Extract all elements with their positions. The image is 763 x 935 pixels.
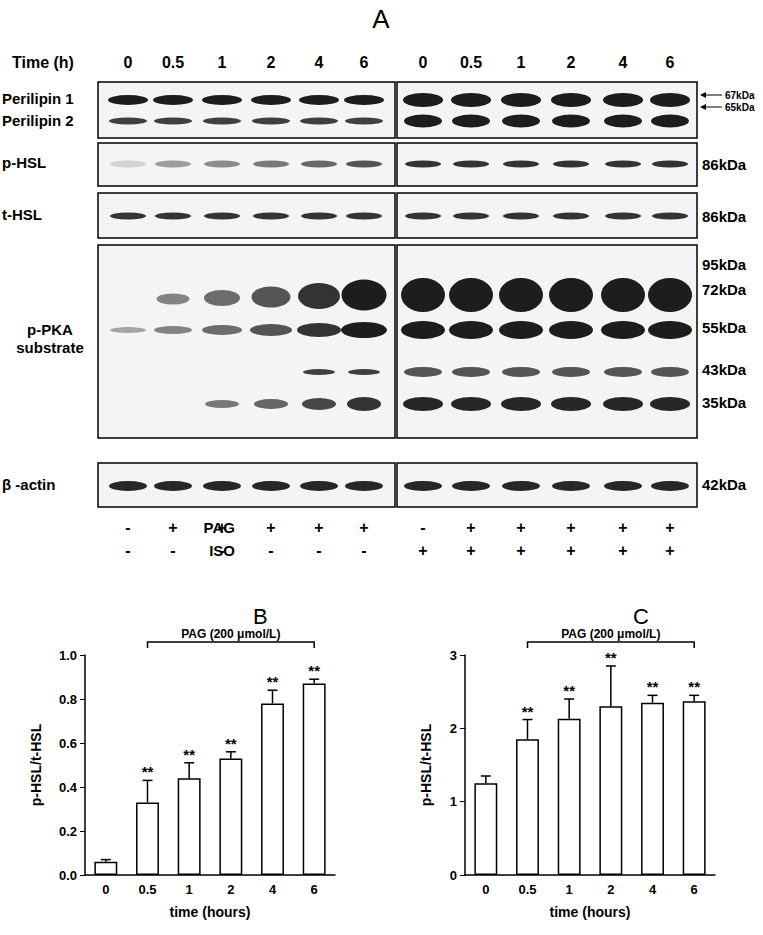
svg-text:**: ** [308, 662, 320, 679]
svg-text:**: ** [605, 649, 617, 666]
svg-text:2: 2 [607, 882, 614, 897]
svg-text:t-HSL: t-HSL [2, 206, 42, 223]
svg-text:+: + [418, 542, 427, 559]
svg-text:95kDa: 95kDa [702, 256, 747, 273]
svg-text:-: - [170, 542, 175, 559]
svg-text:time (hours): time (hours) [170, 904, 251, 920]
svg-text:+: + [359, 519, 368, 536]
svg-text:0: 0 [102, 882, 109, 897]
svg-text:67kDa: 67kDa [725, 90, 755, 101]
svg-text:PAG: PAG [204, 519, 235, 536]
svg-text:C: C [633, 604, 649, 629]
svg-text:42kDa: 42kDa [702, 476, 747, 493]
svg-text:0.5: 0.5 [460, 54, 482, 71]
svg-text:72kDa: 72kDa [702, 281, 747, 298]
svg-text:time (hours): time (hours) [550, 904, 631, 920]
svg-text:PAG (200 μmol/L): PAG (200 μmol/L) [561, 627, 660, 641]
svg-text:**: ** [688, 678, 700, 695]
svg-text:+: + [618, 542, 627, 559]
svg-text:p-HSL/t-HSL: p-HSL/t-HSL [28, 723, 44, 806]
svg-text:35kDa: 35kDa [702, 394, 747, 411]
svg-text:3: 3 [450, 648, 457, 663]
svg-text:-: - [268, 542, 273, 559]
svg-text:**: ** [522, 703, 534, 720]
svg-text:43kDa: 43kDa [702, 361, 747, 378]
svg-text:-: - [316, 542, 321, 559]
svg-text:1: 1 [517, 54, 526, 71]
svg-text:substrate: substrate [16, 339, 84, 356]
svg-text:65kDa: 65kDa [725, 102, 755, 113]
svg-text:β -actin: β -actin [2, 476, 55, 493]
svg-text:+: + [516, 542, 525, 559]
svg-text:Perilipin 2: Perilipin 2 [2, 112, 74, 129]
svg-text:6: 6 [691, 882, 698, 897]
svg-text:p-PKA: p-PKA [27, 321, 73, 338]
svg-text:+: + [168, 519, 177, 536]
svg-text:0.2: 0.2 [59, 824, 77, 839]
svg-text:+: + [566, 519, 575, 536]
svg-text:2: 2 [450, 721, 457, 736]
svg-text:-: - [420, 519, 425, 536]
svg-text:+: + [217, 519, 226, 536]
svg-text:1: 1 [566, 882, 573, 897]
svg-text:-: - [219, 542, 224, 559]
svg-text:ISO: ISO [209, 542, 235, 559]
svg-text:p-HSL/t-HSL: p-HSL/t-HSL [418, 723, 434, 806]
svg-text:55kDa: 55kDa [702, 319, 747, 336]
svg-text:**: ** [225, 735, 237, 752]
svg-text:1: 1 [186, 882, 193, 897]
svg-text:2: 2 [227, 882, 234, 897]
svg-text:2: 2 [267, 54, 276, 71]
svg-text:0: 0 [482, 882, 489, 897]
svg-text:1: 1 [218, 54, 227, 71]
svg-text:4: 4 [269, 882, 277, 897]
svg-text:0.5: 0.5 [138, 882, 156, 897]
svg-text:0.5: 0.5 [162, 54, 184, 71]
svg-text:0.6: 0.6 [59, 736, 77, 751]
svg-text:0.0: 0.0 [59, 868, 77, 883]
svg-text:4: 4 [649, 882, 657, 897]
svg-text:**: ** [563, 682, 575, 699]
svg-text:**: ** [267, 673, 279, 690]
svg-text:-: - [125, 519, 130, 536]
svg-text:1: 1 [450, 794, 457, 809]
svg-text:B: B [253, 604, 268, 629]
svg-text:PAG (200 μmol/L): PAG (200 μmol/L) [181, 627, 280, 641]
svg-text:0.8: 0.8 [59, 692, 77, 707]
svg-text:4: 4 [619, 54, 628, 71]
svg-text:p-HSL: p-HSL [2, 154, 46, 171]
svg-text:0.5: 0.5 [518, 882, 536, 897]
svg-text:+: + [466, 519, 475, 536]
svg-text:-: - [361, 542, 366, 559]
svg-text:A: A [372, 4, 390, 34]
svg-text:**: ** [142, 763, 154, 780]
svg-text:+: + [618, 519, 627, 536]
svg-text:Time (h): Time (h) [12, 54, 74, 71]
svg-text:+: + [516, 519, 525, 536]
svg-text:+: + [266, 519, 275, 536]
svg-text:**: ** [647, 678, 659, 695]
svg-text:+: + [314, 519, 323, 536]
svg-text:1.0: 1.0 [59, 648, 77, 663]
svg-text:+: + [665, 519, 674, 536]
svg-text:0.4: 0.4 [59, 780, 78, 795]
svg-text:+: + [665, 542, 674, 559]
svg-text:Perilipin 1: Perilipin 1 [2, 90, 74, 107]
svg-text:+: + [466, 542, 475, 559]
svg-text:+: + [566, 542, 575, 559]
svg-text:0: 0 [450, 868, 457, 883]
svg-text:4: 4 [315, 54, 324, 71]
svg-text:6: 6 [666, 54, 675, 71]
svg-text:2: 2 [567, 54, 576, 71]
svg-text:6: 6 [311, 882, 318, 897]
svg-text:6: 6 [360, 54, 369, 71]
svg-text:86kDa: 86kDa [702, 156, 747, 173]
svg-text:0: 0 [124, 54, 133, 71]
svg-text:86kDa: 86kDa [702, 208, 747, 225]
svg-text:0: 0 [419, 54, 428, 71]
svg-text:**: ** [183, 746, 195, 763]
svg-text:-: - [125, 542, 130, 559]
